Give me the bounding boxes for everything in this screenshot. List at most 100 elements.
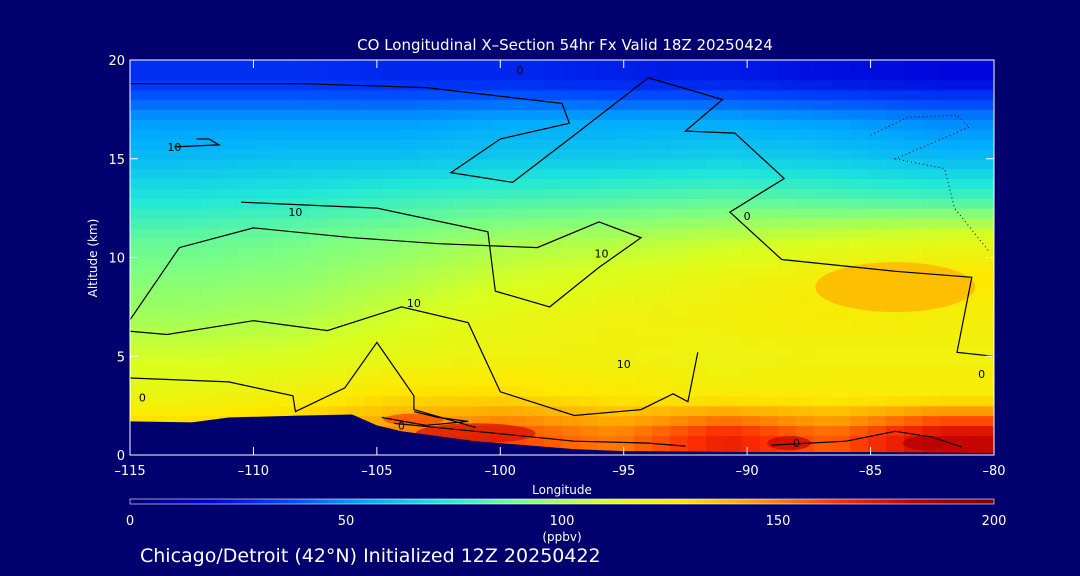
field-cell [940,89,959,101]
field-cell [634,69,653,81]
field-cell [148,119,167,130]
field-cell [202,385,221,397]
field-cell [904,79,923,91]
field-cell [418,109,437,120]
field-cell [220,109,239,120]
field-cell [778,119,797,130]
field-cell [688,60,707,71]
field-cell [976,356,994,367]
field-cell [454,69,473,81]
field-cell [454,168,473,180]
field-cell [166,119,185,130]
field-cell [832,60,851,71]
field-cell [580,79,599,91]
field-cell [364,277,383,288]
field-cell [904,247,923,259]
field-cell [814,148,833,160]
field-cell [202,405,221,417]
field-cell [130,148,149,160]
field-cell [868,395,887,407]
field-cell [688,109,707,120]
field-cell [166,306,185,318]
contour-label: 10 [594,248,608,261]
field-cell [850,385,869,397]
field-cell [814,237,833,249]
field-cell [328,346,347,357]
field-cell [688,435,707,446]
field-cell [418,60,437,71]
field-cell [436,227,455,239]
field-cell [526,109,545,120]
field-cell [310,178,329,189]
field-cell [832,79,851,91]
field-cell [562,218,581,229]
field-cell [328,336,347,347]
field-cell [292,257,311,268]
field-cell [508,247,527,259]
field-cell [688,139,707,150]
field-cell [346,99,365,110]
field-cell [220,139,239,150]
field-cell [130,119,149,130]
field-cell [742,405,761,417]
field-cell [904,356,923,367]
field-cell [400,395,419,407]
field-cell [166,218,185,229]
field-cell [202,346,221,357]
field-cell [850,306,869,318]
field-cell [328,237,347,249]
field-cell [562,297,581,308]
field-cell [436,247,455,259]
field-cell [940,119,959,130]
field-cell [724,445,743,455]
field-cell [832,168,851,180]
field-cell [400,168,419,180]
field-cell [634,395,653,407]
field-cell [688,297,707,308]
field-cell [778,79,797,91]
field-cell [634,425,653,436]
field-cell [670,277,689,288]
field-cell [544,178,563,189]
field-cell [166,237,185,249]
colorbar-tick-label: 200 [982,514,1007,529]
field-cell [508,119,527,130]
field-cell [454,60,473,71]
field-cell [184,188,203,199]
field-cell [760,69,779,81]
field-cell [850,336,869,347]
field-cell [688,168,707,180]
field-cell [256,277,275,288]
field-cell [508,316,527,328]
field-cell [778,188,797,199]
field-cell [616,277,635,288]
field-cell [976,306,994,318]
field-cell [148,316,167,328]
field-cell [202,60,221,71]
field-cell [778,297,797,308]
field-cell [508,297,527,308]
field-cell [490,79,509,91]
field-cell [364,395,383,407]
field-cell [868,316,887,328]
field-cell [958,316,977,328]
field-cell [778,395,797,407]
field-cell [724,336,743,347]
contour-label: 0 [139,392,146,405]
field-cell [184,139,203,150]
field-cell [562,267,581,278]
field-cell [202,237,221,249]
field-cell [544,99,563,110]
field-cell [886,148,905,160]
field-cell [598,227,617,239]
field-cell [562,188,581,199]
field-cell [418,69,437,81]
x-tick-label: –90 [736,464,759,479]
field-cell [436,356,455,367]
field-cell [454,287,473,298]
field-cell [130,247,149,259]
field-cell [778,198,797,209]
field-cell [796,425,815,436]
field-cell [796,326,815,338]
field-cell [958,366,977,377]
